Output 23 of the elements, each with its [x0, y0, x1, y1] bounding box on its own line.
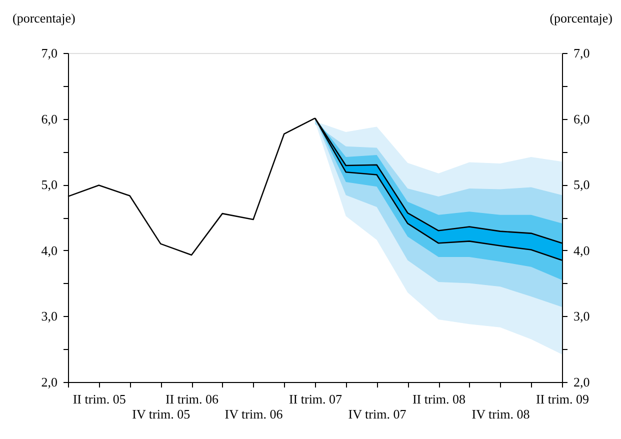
- y2-tick-label: 4,0: [574, 242, 590, 258]
- y-tick-label: 7,0: [41, 46, 58, 60]
- y2-tick-label: 7,0: [574, 46, 590, 60]
- y2-tick-label: 3,0: [574, 308, 590, 324]
- y-axis-title: (porcentaje): [12, 10, 76, 26]
- x-tick-label: II trim. 09: [536, 392, 590, 406]
- y-tick-label: 2,0: [41, 374, 58, 390]
- y-tick-label: 4,0: [41, 242, 58, 258]
- x-tick-label: IV trim. 07: [348, 406, 407, 422]
- y2-tick-label: 5,0: [574, 177, 590, 192]
- y2-axis-title: (porcentaje): [550, 10, 612, 26]
- y-tick-label: 6,0: [41, 111, 58, 126]
- y-tick-label: 3,0: [41, 308, 58, 324]
- x-tick-label: II trim. 05: [72, 392, 126, 406]
- x-tick-label: IV trim. 08: [472, 406, 530, 422]
- x-tick-label: II trim. 07: [288, 392, 343, 406]
- y2-tick-label: 2,0: [574, 374, 590, 390]
- y-tick-label: 5,0: [41, 177, 58, 192]
- x-tick-label: II trim. 08: [412, 392, 466, 406]
- x-tick-label: IV trim. 06: [224, 406, 284, 422]
- x-tick-label: II trim. 06: [165, 392, 220, 406]
- y2-tick-label: 6,0: [574, 111, 590, 126]
- x-tick-label: IV trim. 05: [132, 406, 190, 422]
